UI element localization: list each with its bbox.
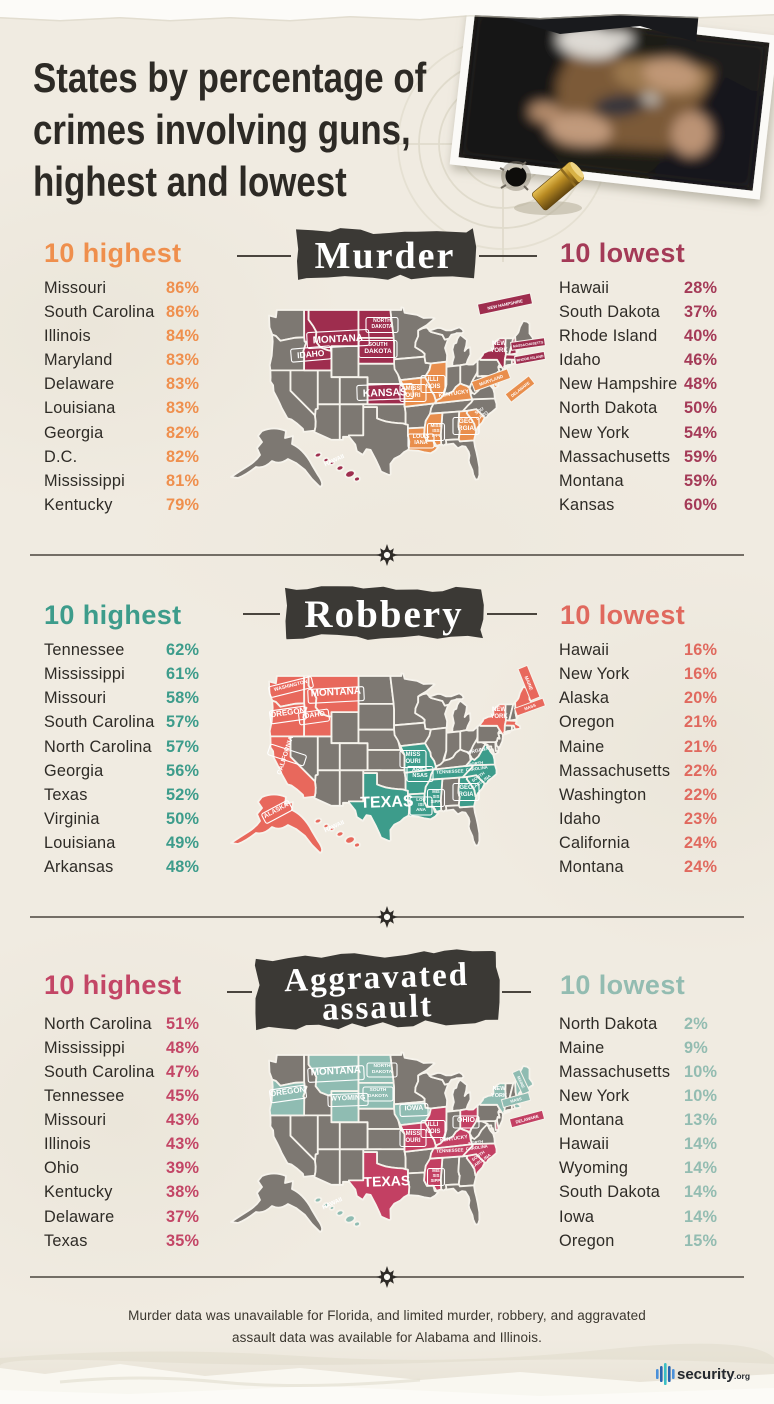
svg-text:MISS: MISS: [406, 386, 421, 392]
svg-text:assault: assault: [321, 988, 433, 1028]
svg-text:GEO: GEO: [459, 418, 473, 425]
svg-text:SIS: SIS: [433, 794, 440, 799]
svg-text:MASSACHUSETTS: MASSACHUSETTS: [513, 340, 545, 348]
svg-text:DAKOTA: DAKOTA: [371, 324, 392, 330]
svg-text:Murder: Murder: [315, 235, 456, 277]
svg-text:CAROLINA: CAROLINA: [465, 1144, 488, 1152]
svg-text:OURI: OURI: [406, 1138, 421, 1144]
svg-text:DELAWARE: DELAWARE: [515, 1114, 539, 1125]
svg-text:KENTUCKY: KENTUCKY: [440, 1134, 469, 1144]
svg-text:WYOMING: WYOMING: [330, 1094, 366, 1102]
svg-text:SIPPI: SIPPI: [431, 1178, 442, 1183]
svg-text:NORTH: NORTH: [468, 760, 483, 767]
svg-text:MISS: MISS: [430, 423, 441, 428]
svg-text:ISS: ISS: [432, 428, 439, 433]
svg-text:ILLI: ILLI: [428, 1122, 439, 1128]
svg-text:ARKA: ARKA: [412, 767, 428, 773]
svg-text:GEO: GEO: [459, 785, 473, 791]
svg-text:TEXAS: TEXAS: [363, 1172, 410, 1190]
svg-text:NORTH: NORTH: [373, 318, 391, 324]
svg-text:MIS: MIS: [432, 1168, 440, 1173]
svg-text:MONTANA: MONTANA: [310, 686, 361, 700]
svg-text:NOIS: NOIS: [426, 1129, 441, 1135]
svg-text:YORK: YORK: [490, 714, 508, 720]
svg-text:TENNESSEE: TENNESSEE: [436, 1147, 463, 1153]
svg-text:IDAHO: IDAHO: [297, 348, 326, 360]
svg-text:LOU: LOU: [416, 797, 426, 802]
svg-text:MAINE: MAINE: [516, 1075, 526, 1089]
svg-text:ISI: ISI: [418, 802, 424, 807]
svg-text:SOUTH: SOUTH: [368, 342, 387, 348]
svg-text:RGIA: RGIA: [459, 792, 475, 798]
svg-text:VIRGINIA: VIRGINIA: [466, 746, 489, 757]
svg-text:IOWA: IOWA: [404, 1105, 423, 1113]
svg-text:DAKOTA: DAKOTA: [372, 1069, 393, 1075]
svg-text:NEW: NEW: [492, 341, 506, 347]
svg-text:MONTANA: MONTANA: [310, 1065, 361, 1079]
svg-text:SIS: SIS: [433, 1173, 440, 1178]
svg-text:YORK: YORK: [490, 348, 508, 354]
svg-text:.org: .org: [734, 1371, 750, 1381]
svg-text:MASS: MASS: [523, 702, 536, 711]
svg-text:NEW: NEW: [493, 1086, 507, 1092]
svg-text:DAKOTA: DAKOTA: [368, 1093, 389, 1099]
svg-text:MIS: MIS: [432, 789, 440, 794]
svg-text:RGIA: RGIA: [458, 425, 475, 432]
svg-text:SOUTH: SOUTH: [370, 1087, 387, 1093]
svg-text:NORTH: NORTH: [468, 1139, 483, 1146]
svg-text:LOUIS: LOUIS: [413, 434, 430, 440]
svg-text:IDAHO: IDAHO: [302, 710, 326, 720]
svg-text:CARO: CARO: [475, 410, 489, 422]
svg-text:IANA: IANA: [414, 440, 427, 446]
svg-text:NEW: NEW: [492, 707, 506, 713]
svg-text:KENTUCKY: KENTUCKY: [438, 389, 469, 399]
svg-text:NOIS: NOIS: [426, 384, 441, 390]
svg-text:ANA: ANA: [416, 807, 426, 812]
svg-text:SOU: SOU: [474, 406, 485, 416]
svg-text:MASS: MASS: [510, 1096, 523, 1104]
svg-text:OHIO: OHIO: [457, 1117, 475, 1124]
svg-text:KANSAS: KANSAS: [363, 386, 408, 400]
svg-text:IPPI: IPPI: [432, 433, 441, 438]
svg-text:security: security: [677, 1366, 735, 1383]
svg-text:Robbery: Robbery: [304, 593, 463, 636]
svg-text:YORK: YORK: [491, 1093, 507, 1099]
svg-text:TENNESSEE: TENNESSEE: [436, 768, 463, 774]
svg-text:MONTANA: MONTANA: [312, 333, 363, 347]
svg-text:MISS: MISS: [406, 752, 421, 758]
svg-text:ILLI: ILLI: [428, 377, 439, 383]
svg-text:NSAS: NSAS: [412, 773, 428, 779]
svg-text:MAINE: MAINE: [524, 675, 534, 691]
svg-text:NORTH: NORTH: [373, 1063, 391, 1069]
svg-text:SIPPI: SIPPI: [431, 799, 442, 804]
svg-text:CAROLINA: CAROLINA: [465, 765, 488, 773]
svg-text:MISS: MISS: [406, 1131, 421, 1137]
svg-text:OURI: OURI: [406, 393, 421, 399]
svg-text:OURI: OURI: [406, 759, 421, 765]
svg-text:TEXAS: TEXAS: [360, 793, 414, 812]
svg-text:DAKOTA: DAKOTA: [364, 348, 392, 355]
svg-text:Aggravated: Aggravated: [284, 957, 470, 999]
svg-text:RHODE ISLAND: RHODE ISLAND: [516, 354, 544, 363]
